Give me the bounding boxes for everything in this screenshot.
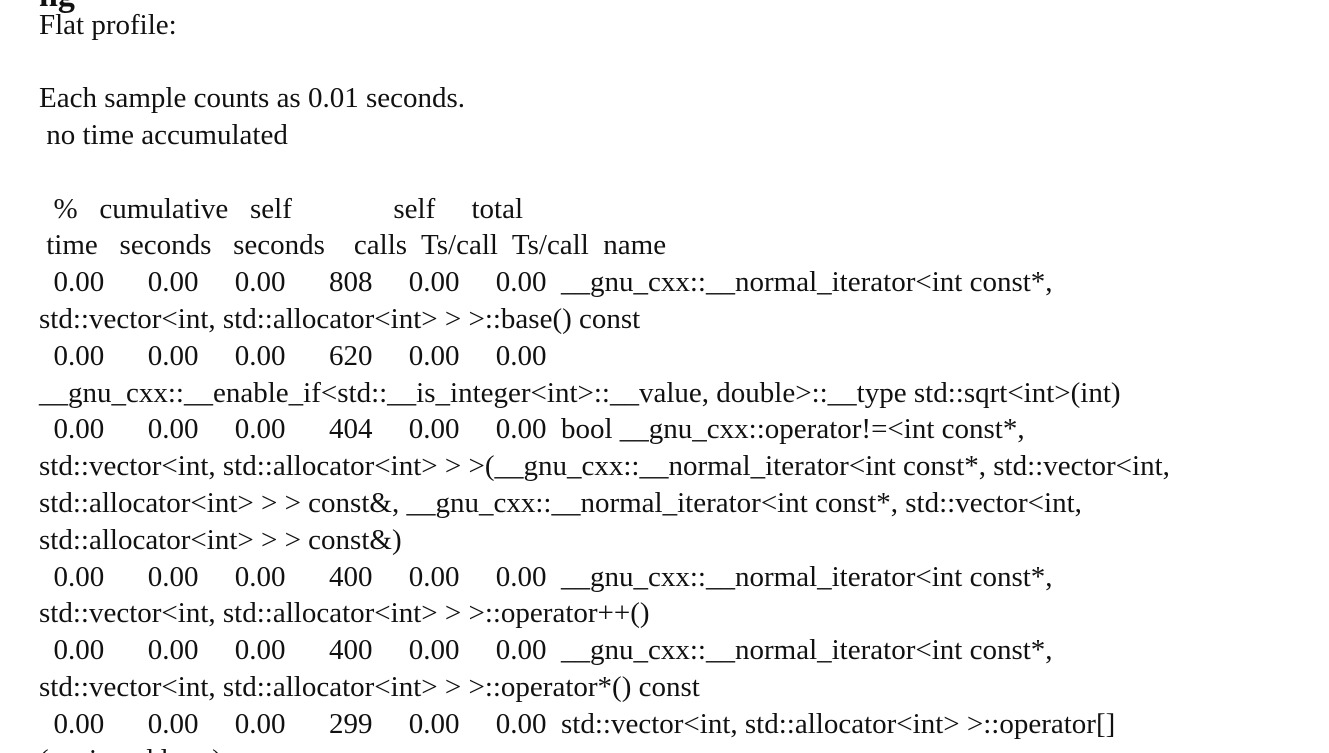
table-row-line: (unsigned long): [39, 742, 222, 753]
table-row-line: 0.00 0.00 0.00 620 0.00 0.00: [39, 340, 547, 372]
table-row-line: 0.00 0.00 0.00 400 0.00 0.00 __gnu_cxx::…: [39, 634, 1053, 666]
table-row-line: 0.00 0.00 0.00 299 0.00 0.00 std::vector…: [39, 708, 1116, 740]
accumulation-note: no time accumulated: [39, 119, 288, 151]
table-row-line: 0.00 0.00 0.00 808 0.00 0.00 __gnu_cxx::…: [39, 266, 1053, 298]
table-header-line-1: % cumulative self self total: [39, 193, 524, 225]
table-row-line: __gnu_cxx::__enable_if<std::__is_integer…: [39, 377, 1121, 409]
sample-note: Each sample counts as 0.01 seconds.: [39, 82, 466, 114]
table-row-line: std::vector<int, std::allocator<int> > >…: [39, 450, 1170, 482]
table-row-line: std::vector<int, std::allocator<int> > >…: [39, 303, 641, 335]
table-row-line: 0.00 0.00 0.00 400 0.00 0.00 __gnu_cxx::…: [39, 561, 1053, 593]
flat-profile-heading: Flat profile:: [39, 9, 177, 41]
partial-heading: ng: [39, 0, 75, 14]
table-row-line: std::vector<int, std::allocator<int> > >…: [39, 597, 650, 629]
table-header-line-2: time seconds seconds calls Ts/call Ts/ca…: [39, 229, 667, 261]
table-row-line: 0.00 0.00 0.00 404 0.00 0.00 bool __gnu_…: [39, 413, 1025, 445]
table-row-line: std::allocator<int> > > const&, __gnu_cx…: [39, 487, 1082, 519]
table-row-line: std::vector<int, std::allocator<int> > >…: [39, 671, 700, 703]
table-row-line: std::allocator<int> > > const&): [39, 524, 402, 556]
